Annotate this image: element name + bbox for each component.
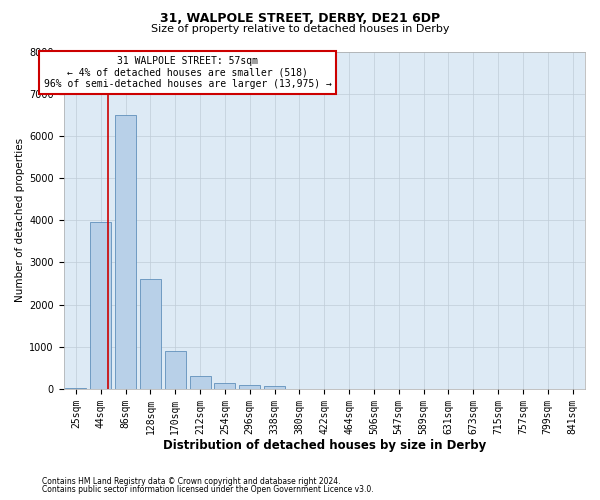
Y-axis label: Number of detached properties: Number of detached properties — [15, 138, 25, 302]
Text: 31 WALPOLE STREET: 57sqm
← 4% of detached houses are smaller (518)
96% of semi-d: 31 WALPOLE STREET: 57sqm ← 4% of detache… — [44, 56, 332, 89]
Bar — [140, 280, 161, 389]
Text: Contains public sector information licensed under the Open Government Licence v3: Contains public sector information licen… — [42, 485, 374, 494]
Bar — [190, 376, 211, 389]
X-axis label: Distribution of detached houses by size in Derby: Distribution of detached houses by size … — [163, 440, 486, 452]
Bar — [239, 385, 260, 389]
Text: 31, WALPOLE STREET, DERBY, DE21 6DP: 31, WALPOLE STREET, DERBY, DE21 6DP — [160, 12, 440, 26]
Bar — [165, 351, 186, 389]
Bar — [65, 388, 86, 389]
Bar — [264, 386, 285, 389]
Text: Size of property relative to detached houses in Derby: Size of property relative to detached ho… — [151, 24, 449, 34]
Bar — [90, 222, 112, 389]
Bar — [115, 115, 136, 389]
Text: Contains HM Land Registry data © Crown copyright and database right 2024.: Contains HM Land Registry data © Crown c… — [42, 477, 341, 486]
Bar — [214, 382, 235, 389]
